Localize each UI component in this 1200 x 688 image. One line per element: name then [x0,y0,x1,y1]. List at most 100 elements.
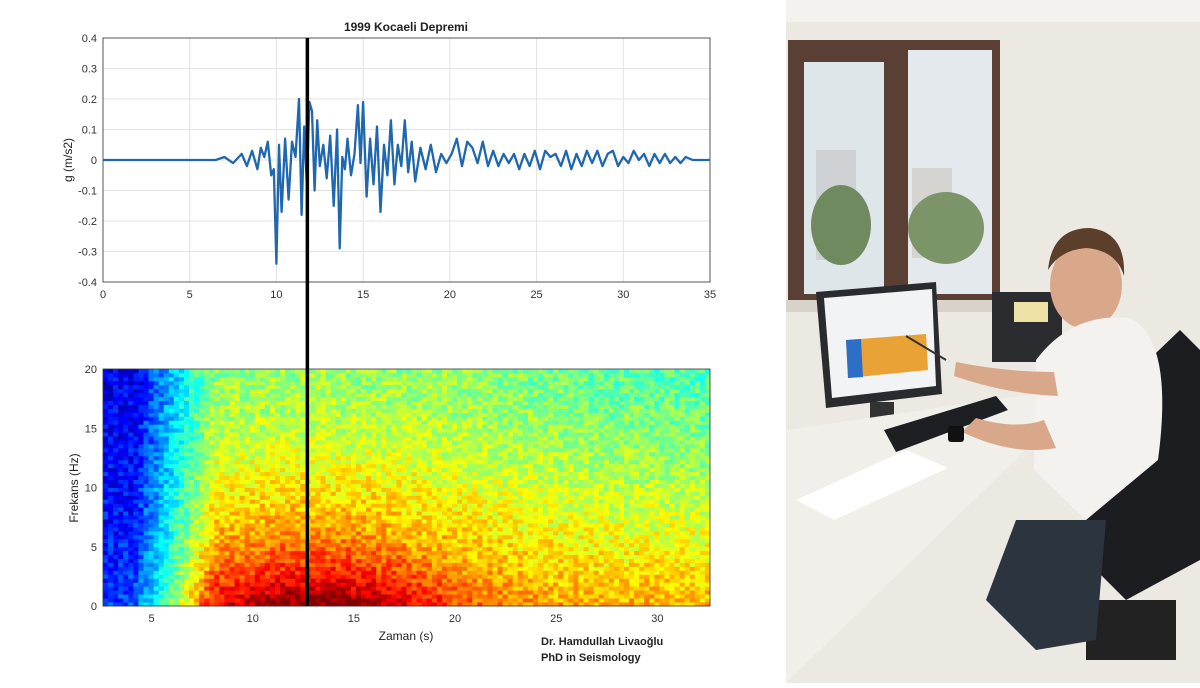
spectrogram-cell [204,464,209,468]
spectrogram-cell [270,448,275,452]
spectrogram-cell [492,519,497,523]
spectrogram-cell [417,420,422,424]
spectrogram-cell [300,428,305,432]
spectrogram-cell [391,377,396,381]
spectrogram-cell [285,428,290,432]
spectrogram-cell [432,551,437,555]
spectrogram-cell [518,582,523,586]
spectrogram-cell [351,456,356,460]
spectrogram-cell [133,401,138,405]
spectrogram-cell [321,416,326,420]
spectrogram-cell [417,574,422,578]
spectrogram-cell [381,519,386,523]
spectrogram-cell [427,535,432,539]
spectrogram-cell [432,381,437,385]
spectrogram-cell [164,381,169,385]
spectrogram-cell [250,401,255,405]
spectrogram-cell [154,405,159,409]
spectrogram-cell [503,432,508,436]
spectrogram-cell [179,539,184,543]
spectrogram-cell [412,468,417,472]
spectrogram-cell [245,377,250,381]
spectrogram-cell [356,543,361,547]
spectrogram-cell [154,381,159,385]
spectrogram-cell [295,456,300,460]
spectrogram-cell [427,389,432,393]
spectrogram-cell [128,527,133,531]
spectrogram-cell [159,567,164,571]
spectrogram-cell [346,511,351,515]
spectrogram-cell [371,590,376,594]
spectrogram-cell [422,436,427,440]
spectrogram-cell [149,511,154,515]
spectrogram-cell [326,389,331,393]
spectrogram-cell [467,381,472,385]
spectrogram-cell [513,460,518,464]
spectrogram-cell [386,385,391,389]
spectrogram-cell [250,570,255,574]
spectrogram-cell [326,515,331,519]
spectrogram-cell [128,535,133,539]
y-tick-label: -0.1 [78,186,97,198]
spectrogram-cell [123,547,128,551]
spectrogram-cell [508,480,513,484]
spectrogram-cell [326,381,331,385]
spectrogram-cell [108,559,113,563]
spectrogram-cell [214,495,219,499]
spectrogram-cell [371,507,376,511]
spectrogram-cell [133,448,138,452]
spectrogram-cell [361,523,366,527]
spectrogram-cell [164,401,169,405]
spectrogram-cell [482,559,487,563]
spectrogram-cell [199,559,204,563]
x-tick-label: 25 [530,289,542,301]
spectrogram-cell [290,468,295,472]
spectrogram-cell [447,488,452,492]
spectrogram-cell [224,535,229,539]
spectrogram-cell [169,578,174,582]
spectrogram-cell [482,373,487,377]
spectrogram-cell [442,412,447,416]
spectrogram-cell [391,598,396,602]
spectrogram-cell [108,570,113,574]
spectrogram-cell [219,527,224,531]
spectrogram-cell [442,369,447,373]
spectrogram-cell [169,436,174,440]
spectrogram-cell [366,385,371,389]
spectrogram-cell [503,511,508,515]
spectrogram-cell [285,436,290,440]
spectrogram-cell [143,401,148,405]
spectrogram-cell [472,551,477,555]
spectrogram-cell [229,488,234,492]
spectrogram-cell [351,464,356,468]
spectrogram-cell [477,511,482,515]
spectrogram-cell [219,523,224,527]
spectrogram-cell [113,598,118,602]
spectrogram-cell [154,499,159,503]
spectrogram-cell [229,444,234,448]
spectrogram-cell [341,547,346,551]
spectrogram-cell [285,377,290,381]
spectrogram-cell [179,488,184,492]
spectrogram-cell [457,574,462,578]
spectrogram-cell [275,476,280,480]
spectrogram-cell [113,551,118,555]
spectrogram-cell [250,412,255,416]
spectrogram-cell [407,555,412,559]
spectrogram-cell [412,476,417,480]
spectrogram-cell [351,405,356,409]
spectrogram-cell [351,412,356,416]
spectrogram-cell [224,586,229,590]
spectrogram-cell [164,448,169,452]
spectrogram-cell [255,531,260,535]
spectrogram-cell [285,539,290,543]
spectrogram-cell [422,373,427,377]
spectrogram-cell [518,570,523,574]
spectrogram-cell [386,488,391,492]
spectrogram-cell [260,484,265,488]
spectrogram-cell [123,448,128,452]
spectrogram-cell [310,468,315,472]
spectrogram-cell [265,488,270,492]
spectrogram-cell [260,389,265,393]
spectrogram-cell [194,436,199,440]
